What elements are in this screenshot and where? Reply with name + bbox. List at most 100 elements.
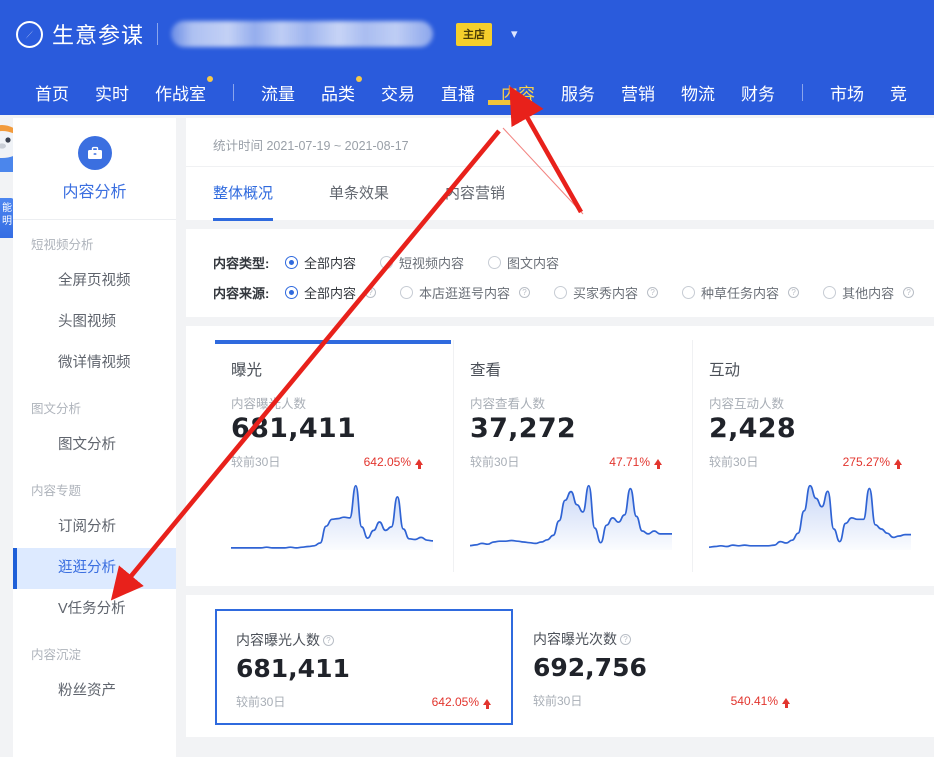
nav-item-4[interactable]: 流量 — [248, 80, 308, 105]
sidebar-item-1-0[interactable]: 图文分析 — [13, 425, 176, 466]
compare-value: 642.05% — [432, 695, 491, 709]
radio-option-label: 全部内容 — [304, 285, 357, 301]
nav-item-15[interactable]: 竞 — [877, 80, 920, 105]
radio-button-icon[interactable] — [554, 285, 568, 299]
compare-label: 较前30日 — [470, 455, 520, 469]
shop-name-redacted[interactable] — [171, 21, 434, 47]
sidebar-item-0-0[interactable]: 全屏页视频 — [13, 261, 176, 302]
nav-item-6[interactable]: 交易 — [368, 80, 428, 105]
metric-card-2[interactable]: 互动 内容互动人数 2,428 较前30日 275.27% — [693, 340, 932, 572]
help-icon[interactable]: ? — [365, 286, 377, 298]
nav-item-11[interactable]: 物流 — [668, 80, 728, 105]
nav-items: 首页 实时 作战室 流量 品类 交易 直播 内容 服务 营销 物流 财务 市场 竞 — [22, 70, 920, 115]
assistant-mascot[interactable]: 能 明 — [0, 118, 14, 238]
status-badge: 主店 — [456, 22, 493, 46]
sidebar-item-2-1[interactable]: 逛逛分析 — [13, 548, 176, 589]
nav-item-2[interactable]: 作战室 — [142, 76, 219, 105]
radio-option-1-2[interactable]: 买家秀内容? — [554, 283, 659, 302]
radio-button-icon[interactable] — [285, 285, 298, 299]
sidebar-menu: 短视频分析 全屏页视频 头图视频 微详情视频 图文分析 图文分析 内容专题 订阅分析 逛逛分析 V… — [13, 220, 176, 712]
sidebar-header[interactable]: 内容分析 — [13, 118, 176, 220]
radio-option-0-2[interactable]: 图文内容 — [488, 253, 559, 272]
help-icon[interactable]: ? — [519, 286, 531, 298]
metric-card-compare: 较前30日 642.05% — [231, 453, 431, 470]
metric-card-title: 互动 — [709, 362, 741, 379]
radio-button-icon[interactable] — [380, 255, 394, 269]
sidebar-group-label: 内容沉淀 — [31, 648, 82, 662]
radio-button-icon[interactable] — [488, 255, 502, 269]
sidebar-item-label: 微详情视频 — [58, 355, 131, 371]
radio-option-1-1[interactable]: 本店逛逛号内容? — [400, 283, 531, 302]
metric-card-subtitle: 内容曝光人数 — [231, 397, 307, 411]
radio-button-icon[interactable] — [285, 255, 298, 269]
detail-card-compare: 较前30日 642.05% — [236, 693, 491, 710]
metric-card-1[interactable]: 查看 内容查看人数 37,272 较前30日 47.71% — [454, 340, 693, 572]
help-icon[interactable]: ? — [620, 633, 631, 645]
detail-card-0[interactable]: 内容曝光人数? 681,411 较前30日 642.05% — [215, 609, 513, 725]
nav-item-label: 交易 — [381, 85, 415, 105]
radio-option-label: 本店逛逛号内容 — [419, 285, 511, 301]
chevron-down-icon[interactable]: ▾ — [511, 26, 518, 41]
nav-item-5[interactable]: 品类 — [308, 76, 368, 105]
filter-row-1: 内容来源: 全部内容? 本店逛逛号内容? 买家秀内容? 种草任务内容? 其他内容? — [213, 277, 934, 307]
metric-card-title: 查看 — [470, 362, 502, 379]
brand-area: 生意参谋 主店 ▾ — [16, 18, 518, 50]
tab-2[interactable]: 内容营销 — [445, 167, 505, 221]
detail-card-value: 692,756 — [533, 653, 647, 682]
nav-item-9[interactable]: 服务 — [548, 80, 608, 105]
sidebar-group-label: 图文分析 — [31, 402, 82, 416]
metric-card-subtitle: 内容查看人数 — [470, 397, 546, 411]
help-icon[interactable]: ? — [647, 286, 659, 298]
radio-button-icon[interactable] — [823, 285, 837, 299]
nav-item-1[interactable]: 实时 — [82, 80, 142, 105]
sidebar-item-3-0[interactable]: 粉丝资产 — [13, 671, 176, 712]
nav-item-label: 实时 — [95, 85, 129, 105]
detail-card-title: 内容曝光次数? — [533, 629, 790, 649]
metric-card-0[interactable]: 曝光 内容曝光人数 681,411 较前30日 642.05% — [215, 340, 454, 572]
radio-option-1-4[interactable]: 其他内容? — [823, 283, 915, 302]
nav-item-0[interactable]: 首页 — [22, 80, 82, 105]
sidebar-item-2-2[interactable]: V任务分析 — [13, 589, 176, 630]
detail-card-title-text: 内容曝光人数 — [236, 632, 320, 648]
nav-item-12[interactable]: 财务 — [728, 80, 788, 105]
radio-option-1-3[interactable]: 种草任务内容? — [682, 283, 800, 302]
tab-0[interactable]: 整体概况 — [213, 167, 274, 221]
arrow-up-icon — [415, 458, 423, 469]
radio-button-icon[interactable] — [400, 285, 414, 299]
arrow-up-icon — [782, 697, 790, 708]
nav-item-14[interactable]: 市场 — [817, 80, 877, 105]
radio-option-0-1[interactable]: 短视频内容 — [380, 253, 464, 272]
compare-percent: 642.05% — [431, 694, 479, 709]
radio-button-icon[interactable] — [682, 285, 696, 299]
detail-card-title-text: 内容曝光次数 — [533, 631, 617, 647]
sidebar-item-0-2[interactable]: 微详情视频 — [13, 343, 176, 384]
sidebar: 内容分析 短视频分析 全屏页视频 头图视频 微详情视频 图文分析 图文分析 内容专题 订阅分析… — [13, 118, 176, 757]
sidebar-item-label: 图文分析 — [58, 437, 116, 453]
tab-1[interactable]: 单条效果 — [329, 167, 389, 221]
sidebar-item-0-1[interactable]: 头图视频 — [13, 302, 176, 343]
nav-item-label: 作战室 — [155, 85, 206, 105]
nav-item-10[interactable]: 营销 — [608, 80, 668, 105]
page-title: 内容分析 — [62, 183, 127, 201]
help-icon[interactable]: ? — [788, 286, 800, 298]
panel-header: 统计时间 2021-07-19 ~ 2021-08-17 整体概况 单条效果 内容营… — [186, 118, 934, 221]
filter-row-0: 内容类型: 全部内容 短视频内容 图文内容 — [213, 247, 934, 277]
help-icon[interactable]: ? — [903, 286, 915, 298]
compare-label: 较前30日 — [231, 455, 281, 469]
compare-value: 47.71% — [609, 455, 662, 469]
main-nav: 首页 实时 作战室 流量 品类 交易 直播 内容 服务 营销 物流 财务 市场 竞 — [0, 70, 934, 115]
radio-option-0-0[interactable]: 全部内容 — [285, 253, 356, 272]
detail-card-1[interactable]: 内容曝光次数? 692,756 较前30日 540.41% — [513, 609, 811, 725]
radio-option-label: 其他内容 — [842, 285, 895, 301]
sidebar-item-label: 粉丝资产 — [58, 683, 116, 699]
radio-option-label: 种草任务内容 — [701, 285, 780, 301]
nav-item-7[interactable]: 直播 — [428, 80, 488, 105]
assistant-mascot-tab[interactable]: 能 明 — [0, 198, 14, 238]
help-icon[interactable]: ? — [323, 634, 334, 646]
top-header: 生意参谋 主店 ▾ — [0, 0, 934, 70]
nav-item-label: 营销 — [621, 85, 655, 105]
sidebar-item-2-0[interactable]: 订阅分析 — [13, 507, 176, 548]
nav-item-8[interactable]: 内容 — [488, 80, 548, 105]
radio-option-1-0[interactable]: 全部内容? — [285, 283, 377, 302]
